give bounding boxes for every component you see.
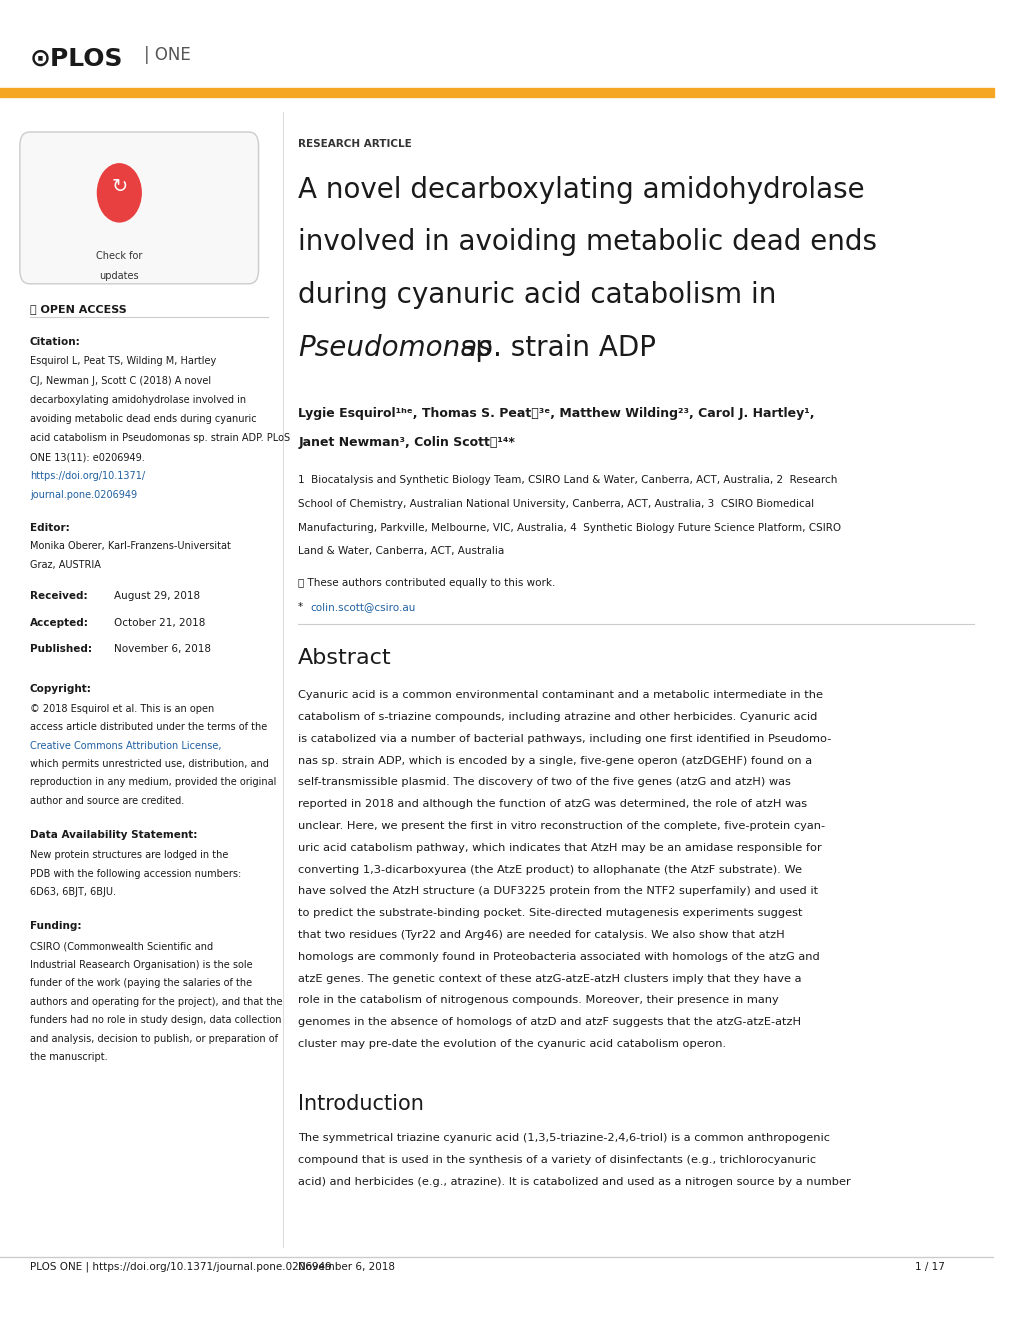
Text: Industrial Reasearch Organisation) is the sole: Industrial Reasearch Organisation) is th… (30, 960, 253, 970)
Text: October 21, 2018: October 21, 2018 (114, 618, 206, 628)
Text: compound that is used in the synthesis of a variety of disinfectants (e.g., tric: compound that is used in the synthesis o… (298, 1155, 815, 1166)
Text: cluster may pre-date the evolution of the cyanuric acid catabolism operon.: cluster may pre-date the evolution of th… (298, 1039, 726, 1049)
Text: Funding:: Funding: (30, 921, 82, 932)
Text: Check for: Check for (96, 251, 143, 261)
Text: Copyright:: Copyright: (30, 684, 92, 694)
Text: avoiding metabolic dead ends during cyanuric: avoiding metabolic dead ends during cyan… (30, 414, 256, 424)
Text: Received:: Received: (30, 591, 88, 602)
Text: that two residues (Tyr22 and Arg46) are needed for catalysis. We also show that : that two residues (Tyr22 and Arg46) are … (298, 931, 785, 940)
Text: Introduction: Introduction (298, 1094, 424, 1114)
Text: *: * (298, 602, 307, 612)
Text: acid) and herbicides (e.g., atrazine). It is catabolized and used as a nitrogen : acid) and herbicides (e.g., atrazine). I… (298, 1177, 850, 1187)
Text: ONE 13(11): e0206949.: ONE 13(11): e0206949. (30, 451, 145, 462)
Text: have solved the AtzH structure (a DUF3225 protein from the NTF2 superfamily) and: have solved the AtzH structure (a DUF322… (298, 887, 817, 896)
Text: reported in 2018 and although the function of atzG was determined, the role of a: reported in 2018 and although the functi… (298, 800, 807, 809)
Text: CJ, Newman J, Scott C (2018) A novel: CJ, Newman J, Scott C (2018) A novel (30, 375, 211, 385)
Text: August 29, 2018: August 29, 2018 (114, 591, 201, 602)
Text: colin.scott@csiro.au: colin.scott@csiro.au (310, 602, 415, 612)
Text: Accepted:: Accepted: (30, 618, 89, 628)
Text: self-transmissible plasmid. The discovery of two of the five genes (atzG and atz: self-transmissible plasmid. The discover… (298, 777, 791, 788)
Text: Lygie Esquirol¹ʰᵉ, Thomas S. Peatⓘ³ᵉ, Matthew Wilding²³, Carol J. Hartley¹,: Lygie Esquirol¹ʰᵉ, Thomas S. Peatⓘ³ᵉ, Ma… (298, 407, 814, 420)
Text: atzE genes. The genetic context of these atzG-atzE-atzH clusters imply that they: atzE genes. The genetic context of these… (298, 974, 801, 983)
Text: PLOS ONE | https://doi.org/10.1371/journal.pone.0206949: PLOS ONE | https://doi.org/10.1371/journ… (30, 1262, 331, 1272)
Text: CSIRO (Commonwealth Scientific and: CSIRO (Commonwealth Scientific and (30, 941, 213, 952)
Text: funder of the work (paying the salaries of the: funder of the work (paying the salaries … (30, 978, 252, 989)
Text: journal.pone.0206949: journal.pone.0206949 (30, 491, 137, 500)
Text: November 6, 2018: November 6, 2018 (114, 644, 211, 655)
Text: ⓘ These authors contributed equally to this work.: ⓘ These authors contributed equally to t… (298, 578, 555, 589)
Text: Cyanuric acid is a common environmental contaminant and a metabolic intermediate: Cyanuric acid is a common environmental … (298, 690, 822, 701)
Text: New protein structures are lodged in the: New protein structures are lodged in the (30, 850, 228, 861)
Text: acid catabolism in Pseudomonas sp. strain ADP. PLoS: acid catabolism in Pseudomonas sp. strai… (30, 433, 289, 444)
Bar (0, 87, 994, 98)
Text: Graz, AUSTRIA: Graz, AUSTRIA (30, 560, 101, 570)
Text: Published:: Published: (30, 644, 92, 655)
Text: A novel decarboxylating amidohydrolase: A novel decarboxylating amidohydrolase (298, 176, 864, 203)
Text: genomes in the absence of homologs of atzD and atzF suggests that the atzG-atzE-: genomes in the absence of homologs of at… (298, 1018, 801, 1027)
Text: reproduction in any medium, provided the original: reproduction in any medium, provided the… (30, 777, 276, 788)
Text: Janet Newman³, Colin Scottⓘ¹⁴*: Janet Newman³, Colin Scottⓘ¹⁴* (298, 436, 515, 449)
Text: decarboxylating amidohydrolase involved in: decarboxylating amidohydrolase involved … (30, 395, 246, 405)
Text: 1  Biocatalysis and Synthetic Biology Team, CSIRO Land & Water, Canberra, ACT, A: 1 Biocatalysis and Synthetic Biology Tea… (298, 475, 837, 486)
Text: Esquirol L, Peat TS, Wilding M, Hartley: Esquirol L, Peat TS, Wilding M, Hartley (30, 356, 216, 367)
Text: Manufacturing, Parkville, Melbourne, VIC, Australia, 4  Synthetic Biology Future: Manufacturing, Parkville, Melbourne, VIC… (298, 523, 841, 533)
Text: Pseudomonas: Pseudomonas (298, 334, 491, 362)
Text: The symmetrical triazine cyanuric acid (1,3,5-triazine-2,4,6-triol) is a common : The symmetrical triazine cyanuric acid (… (298, 1134, 829, 1143)
Text: School of Chemistry, Australian National University, Canberra, ACT, Australia, 3: School of Chemistry, Australian National… (298, 499, 813, 510)
Text: nas sp. strain ADP, which is encoded by a single, five-gene operon (atzDGEHF) fo: nas sp. strain ADP, which is encoded by … (298, 756, 812, 766)
Text: https://doi.org/10.1371/: https://doi.org/10.1371/ (30, 471, 145, 482)
Text: PDB with the following accession numbers:: PDB with the following accession numbers… (30, 869, 240, 879)
Text: is catabolized via a number of bacterial pathways, including one first identifie: is catabolized via a number of bacterial… (298, 734, 830, 744)
Text: involved in avoiding metabolic dead ends: involved in avoiding metabolic dead ends (298, 228, 876, 256)
Text: Creative Commons Attribution License,: Creative Commons Attribution License, (30, 741, 221, 751)
Text: which permits unrestricted use, distribution, and: which permits unrestricted use, distribu… (30, 759, 268, 770)
Text: the manuscript.: the manuscript. (30, 1052, 107, 1063)
Text: November 6, 2018: November 6, 2018 (298, 1262, 395, 1272)
Text: 1 / 17: 1 / 17 (914, 1262, 944, 1272)
Text: ⊙PLOS: ⊙PLOS (30, 46, 123, 70)
Text: RESEARCH ARTICLE: RESEARCH ARTICLE (298, 139, 412, 149)
Circle shape (98, 164, 141, 222)
Text: and analysis, decision to publish, or preparation of: and analysis, decision to publish, or pr… (30, 1034, 277, 1044)
Text: author and source are credited.: author and source are credited. (30, 796, 183, 807)
Text: updates: updates (100, 271, 139, 281)
Text: role in the catabolism of nitrogenous compounds. Moreover, their presence in man: role in the catabolism of nitrogenous co… (298, 995, 779, 1006)
Text: funders had no role in study design, data collection: funders had no role in study design, dat… (30, 1015, 281, 1026)
Text: converting 1,3-dicarboxyurea (the AtzE product) to allophanate (the AtzF substra: converting 1,3-dicarboxyurea (the AtzE p… (298, 865, 802, 875)
Text: © 2018 Esquirol et al. This is an open: © 2018 Esquirol et al. This is an open (30, 704, 214, 714)
Text: Editor:: Editor: (30, 523, 69, 533)
Text: homologs are commonly found in Proteobacteria associated with homologs of the at: homologs are commonly found in Proteobac… (298, 952, 819, 962)
Text: | ONE: | ONE (144, 46, 191, 65)
Text: sp. strain ADP: sp. strain ADP (452, 334, 656, 362)
Text: Data Availability Statement:: Data Availability Statement: (30, 830, 197, 841)
Text: Land & Water, Canberra, ACT, Australia: Land & Water, Canberra, ACT, Australia (298, 546, 504, 557)
Text: Citation:: Citation: (30, 337, 81, 347)
Text: Monika Oberer, Karl-Franzens-Universitat: Monika Oberer, Karl-Franzens-Universitat (30, 541, 230, 552)
Text: Abstract: Abstract (298, 648, 391, 668)
Text: 🔒 OPEN ACCESS: 🔒 OPEN ACCESS (30, 304, 126, 314)
Text: 6D63, 6BJT, 6BJU.: 6D63, 6BJT, 6BJU. (30, 887, 116, 898)
Text: access article distributed under the terms of the: access article distributed under the ter… (30, 722, 267, 733)
Text: to predict the substrate-binding pocket. Site-directed mutagenesis experiments s: to predict the substrate-binding pocket.… (298, 908, 802, 919)
FancyBboxPatch shape (19, 132, 258, 284)
Text: ↻: ↻ (111, 177, 127, 195)
Text: catabolism of s-triazine compounds, including atrazine and other herbicides. Cya: catabolism of s-triazine compounds, incl… (298, 713, 817, 722)
Text: authors and operating for the project), and that the: authors and operating for the project), … (30, 997, 282, 1007)
Text: unclear. Here, we present the first in vitro reconstruction of the complete, fiv: unclear. Here, we present the first in v… (298, 821, 824, 832)
Text: uric acid catabolism pathway, which indicates that AtzH may be an amidase respon: uric acid catabolism pathway, which indi… (298, 843, 821, 853)
Text: during cyanuric acid catabolism in: during cyanuric acid catabolism in (298, 281, 775, 309)
